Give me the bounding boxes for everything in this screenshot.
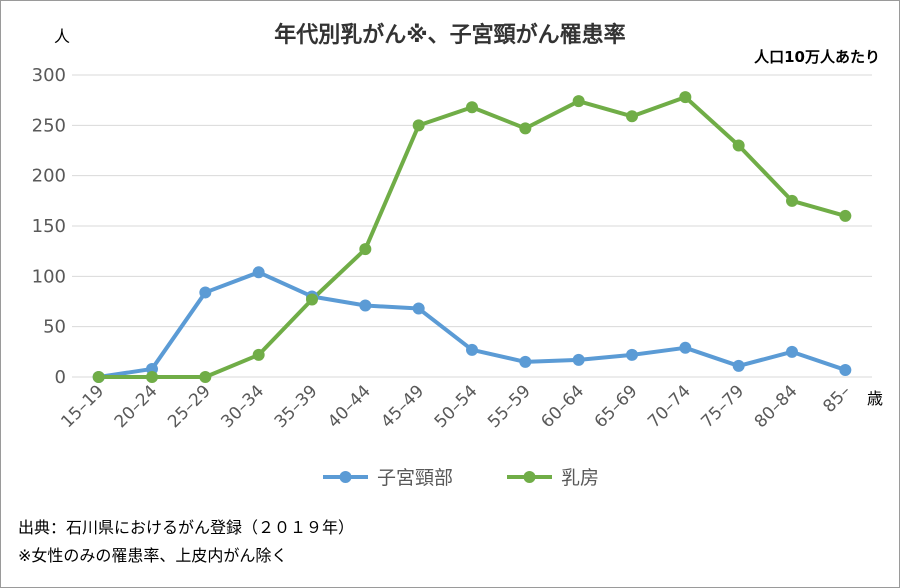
chart-title: 年代別乳がん※、子宮頸がん罹患率 (274, 22, 625, 48)
legend-label: 乳房 (561, 467, 599, 489)
legend: 子宮頸部 乳房 (323, 467, 599, 489)
x-tick-label: 20–24 (111, 381, 162, 432)
y-tick-label: 200 (32, 166, 66, 187)
data-point-0 (732, 359, 745, 372)
data-point-0 (199, 286, 212, 299)
x-tick-label: 80–84 (751, 381, 802, 432)
x-axis-ticks: 15–19 20–24 25–29 30–34 35–39 40–44 45–49 50–54… (57, 381, 854, 432)
x-tick-label: 55–59 (484, 381, 535, 432)
data-point-1 (572, 95, 585, 108)
x-tick-label: 85– (819, 381, 854, 416)
data-point-1 (519, 122, 532, 135)
y-axis-ticks: 0 50 100 150 200 250 300 (32, 65, 66, 388)
series-line-0 (98, 270, 846, 379)
y-axis-unit: 人 (54, 27, 70, 46)
legend-label: 子宮頸部 (377, 467, 453, 489)
data-point-1 (839, 209, 852, 222)
data-point-0 (252, 266, 265, 279)
data-point-1 (466, 101, 478, 114)
data-point-0 (466, 343, 478, 356)
x-axis-unit: 歳 (867, 389, 883, 408)
x-tick-label: 70–74 (644, 381, 695, 432)
x-tick-label: 60–64 (537, 381, 588, 432)
data-point-1 (412, 119, 425, 132)
x-tick-label: 50–54 (431, 381, 482, 432)
data-point-1 (679, 91, 692, 104)
x-tick-label: 65–69 (591, 381, 642, 432)
data-point-1 (786, 194, 798, 207)
data-point-1 (146, 371, 158, 383)
series-line-1 (98, 95, 846, 379)
y-tick-label: 300 (32, 65, 66, 86)
x-tick-label: 40–44 (324, 381, 375, 432)
x-tick-label: 75–79 (697, 381, 748, 432)
data-point-1 (92, 371, 105, 383)
data-point-1 (252, 348, 265, 361)
data-point-1 (306, 293, 318, 306)
per-population-note: 人口10万人あたり (754, 48, 880, 66)
series-group (92, 91, 852, 383)
source-note: 出典：石川県におけるがん登録（２０１９年） (18, 518, 355, 537)
data-point-0 (572, 353, 585, 366)
legend-marker (339, 471, 352, 483)
data-point-1 (732, 139, 745, 152)
data-point-1 (626, 110, 638, 123)
x-tick-label: 15–19 (57, 381, 108, 432)
legend-marker (523, 471, 536, 483)
data-point-0 (679, 341, 692, 354)
gridlines (72, 74, 872, 378)
data-point-1 (359, 243, 372, 256)
data-point-1 (199, 371, 212, 383)
x-tick-label: 25–29 (164, 381, 215, 432)
data-point-0 (839, 363, 852, 376)
data-point-0 (519, 355, 532, 368)
x-tick-label: 35–39 (271, 381, 322, 432)
x-tick-label: 30–34 (217, 381, 268, 432)
data-point-0 (626, 348, 638, 361)
data-point-0 (786, 345, 798, 358)
data-point-0 (412, 302, 425, 315)
y-tick-label: 50 (43, 317, 66, 338)
remark-note: ※女性のみの罹患率、上皮内がん除く (18, 546, 288, 565)
y-tick-label: 0 (55, 367, 66, 388)
data-point-0 (359, 299, 372, 312)
y-tick-label: 150 (32, 216, 66, 237)
y-tick-label: 100 (32, 266, 66, 287)
x-tick-label: 45–49 (377, 381, 428, 432)
y-tick-label: 250 (32, 115, 66, 136)
